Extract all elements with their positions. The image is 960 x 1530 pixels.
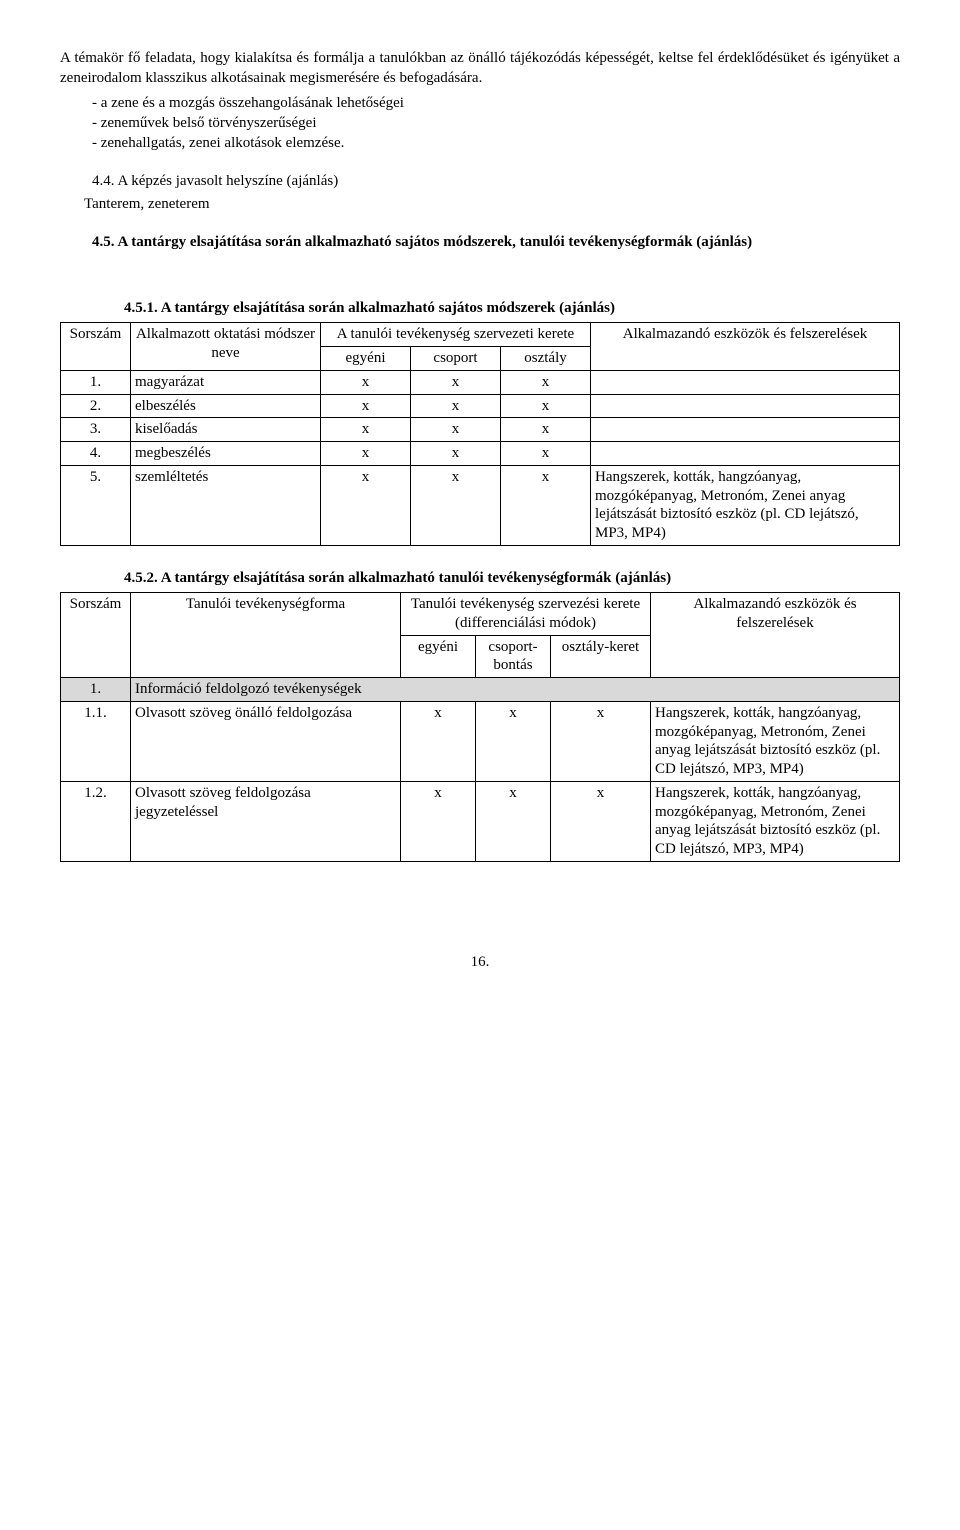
col-framework: A tanulói tevékenység szervezeti kerete xyxy=(321,323,591,347)
heading-number: 4.5.1. xyxy=(124,300,158,316)
sub-csoportbontas: csoport-bontás xyxy=(476,635,551,678)
cell-x: x xyxy=(411,442,501,466)
table-row: 2. elbeszélés x x x xyxy=(61,394,900,418)
cell-name: Olvasott szöveg önálló feldolgozása xyxy=(131,701,401,781)
cell-name: kiselőadás xyxy=(131,418,321,442)
heading-4-4: 4.4. A képzés javasolt helyszíne (ajánlá… xyxy=(60,171,900,191)
cell-x: x xyxy=(321,418,411,442)
cell-x: x xyxy=(476,781,551,861)
heading-4-5-1: 4.5.1. A tantárgy elsajátítása során alk… xyxy=(60,298,900,318)
table-row: 5. szemléltetés x x x Hangszerek, kották… xyxy=(61,465,900,545)
heading-number: 4.5.2. xyxy=(124,570,158,586)
cell-tool xyxy=(591,370,900,394)
cell-tool xyxy=(591,418,900,442)
sub-osztalykeret: osztály-keret xyxy=(551,635,651,678)
sub-osztaly: osztály xyxy=(501,347,591,371)
col-tools: Alkalmazandó eszközök és felszerelések xyxy=(591,323,900,371)
heading-4-4-sub: Tanterem, zeneterem xyxy=(60,194,900,214)
table-group-row: 1. Információ feldolgozó tevékenységek xyxy=(61,678,900,702)
cell-name: megbeszélés xyxy=(131,442,321,466)
cell-num: 4. xyxy=(61,442,131,466)
cell-group-name: Információ feldolgozó tevékenységek xyxy=(131,678,900,702)
heading-4-5: 4.5. A tantárgy elsajátítása során alkal… xyxy=(60,232,900,252)
cell-num: 3. xyxy=(61,418,131,442)
col-activity: Tanulói tevékenységforma xyxy=(131,593,401,678)
col-method: Alkalmazott oktatási módszer neve xyxy=(131,323,321,371)
cell-x: x xyxy=(411,418,501,442)
cell-name: Olvasott szöveg feldolgozása jegyzetelés… xyxy=(131,781,401,861)
cell-x: x xyxy=(321,394,411,418)
methods-table: Sorszám Alkalmazott oktatási módszer nev… xyxy=(60,322,900,546)
table-row: 1.1. Olvasott szöveg önálló feldolgozása… xyxy=(61,701,900,781)
table-row: 3. kiselőadás x x x xyxy=(61,418,900,442)
cell-tool xyxy=(591,394,900,418)
cell-x: x xyxy=(321,370,411,394)
heading-4-5-2: 4.5.2. A tantárgy elsajátítása során alk… xyxy=(60,568,900,588)
cell-x: x xyxy=(501,442,591,466)
cell-x: x xyxy=(551,781,651,861)
table-header-row: Sorszám Alkalmazott oktatási módszer nev… xyxy=(61,323,900,347)
heading-number: 4.5. xyxy=(92,234,115,250)
heading-text: A tantárgy elsajátítása során alkalmazha… xyxy=(117,234,752,250)
list-item: - a zene és a mozgás összehangolásának l… xyxy=(60,93,900,113)
cell-num: 1.1. xyxy=(61,701,131,781)
col-framework: Tanulói tevékenység szervezési kerete (d… xyxy=(401,593,651,636)
cell-num: 1.2. xyxy=(61,781,131,861)
cell-x: x xyxy=(411,465,501,545)
cell-x: x xyxy=(411,370,501,394)
sub-egyeni: egyéni xyxy=(321,347,411,371)
col-tools: Alkalmazandó eszközök és felszerelések xyxy=(651,593,900,678)
page-number: 16. xyxy=(60,952,900,972)
cell-x: x xyxy=(501,394,591,418)
cell-num: 2. xyxy=(61,394,131,418)
intro-paragraph: A témakör fő feladata, hogy kialakítsa é… xyxy=(60,48,900,89)
table-row: 1. magyarázat x x x xyxy=(61,370,900,394)
cell-name: magyarázat xyxy=(131,370,321,394)
heading-text: A tantárgy elsajátítása során alkalmazha… xyxy=(161,300,615,316)
cell-x: x xyxy=(476,701,551,781)
list-item: - zenehallgatás, zenei alkotások elemzés… xyxy=(60,133,900,153)
sub-egyeni: egyéni xyxy=(401,635,476,678)
cell-x: x xyxy=(501,418,591,442)
heading-text: A tantárgy elsajátítása során alkalmazha… xyxy=(161,570,671,586)
cell-num: 5. xyxy=(61,465,131,545)
cell-num: 1. xyxy=(61,370,131,394)
cell-x: x xyxy=(321,465,411,545)
cell-name: elbeszélés xyxy=(131,394,321,418)
col-sorszam: Sorszám xyxy=(61,323,131,371)
table-row: 1.2. Olvasott szöveg feldolgozása jegyze… xyxy=(61,781,900,861)
list-item: - zeneművek belső törvényszerűségei xyxy=(60,113,900,133)
cell-tool: Hangszerek, kották, hangzóanyag, mozgóké… xyxy=(591,465,900,545)
table-row: 4. megbeszélés x x x xyxy=(61,442,900,466)
cell-name: szemléltetés xyxy=(131,465,321,545)
cell-x: x xyxy=(401,701,476,781)
col-sorszam: Sorszám xyxy=(61,593,131,678)
bullet-list: - a zene és a mozgás összehangolásának l… xyxy=(60,93,900,154)
activities-table: Sorszám Tanulói tevékenységforma Tanulói… xyxy=(60,592,900,862)
cell-x: x xyxy=(501,370,591,394)
heading-number: 4.4. xyxy=(92,173,115,189)
cell-num: 1. xyxy=(61,678,131,702)
cell-x: x xyxy=(501,465,591,545)
cell-x: x xyxy=(411,394,501,418)
heading-text: A képzés javasolt helyszíne (ajánlás) xyxy=(117,173,338,189)
sub-csoport: csoport xyxy=(411,347,501,371)
cell-x: x xyxy=(321,442,411,466)
cell-x: x xyxy=(551,701,651,781)
cell-x: x xyxy=(401,781,476,861)
cell-tool: Hangszerek, kották, hangzóanyag, mozgóké… xyxy=(651,701,900,781)
cell-tool: Hangszerek, kották, hangzóanyag, mozgóké… xyxy=(651,781,900,861)
table-header-row: Sorszám Tanulói tevékenységforma Tanulói… xyxy=(61,593,900,636)
cell-tool xyxy=(591,442,900,466)
